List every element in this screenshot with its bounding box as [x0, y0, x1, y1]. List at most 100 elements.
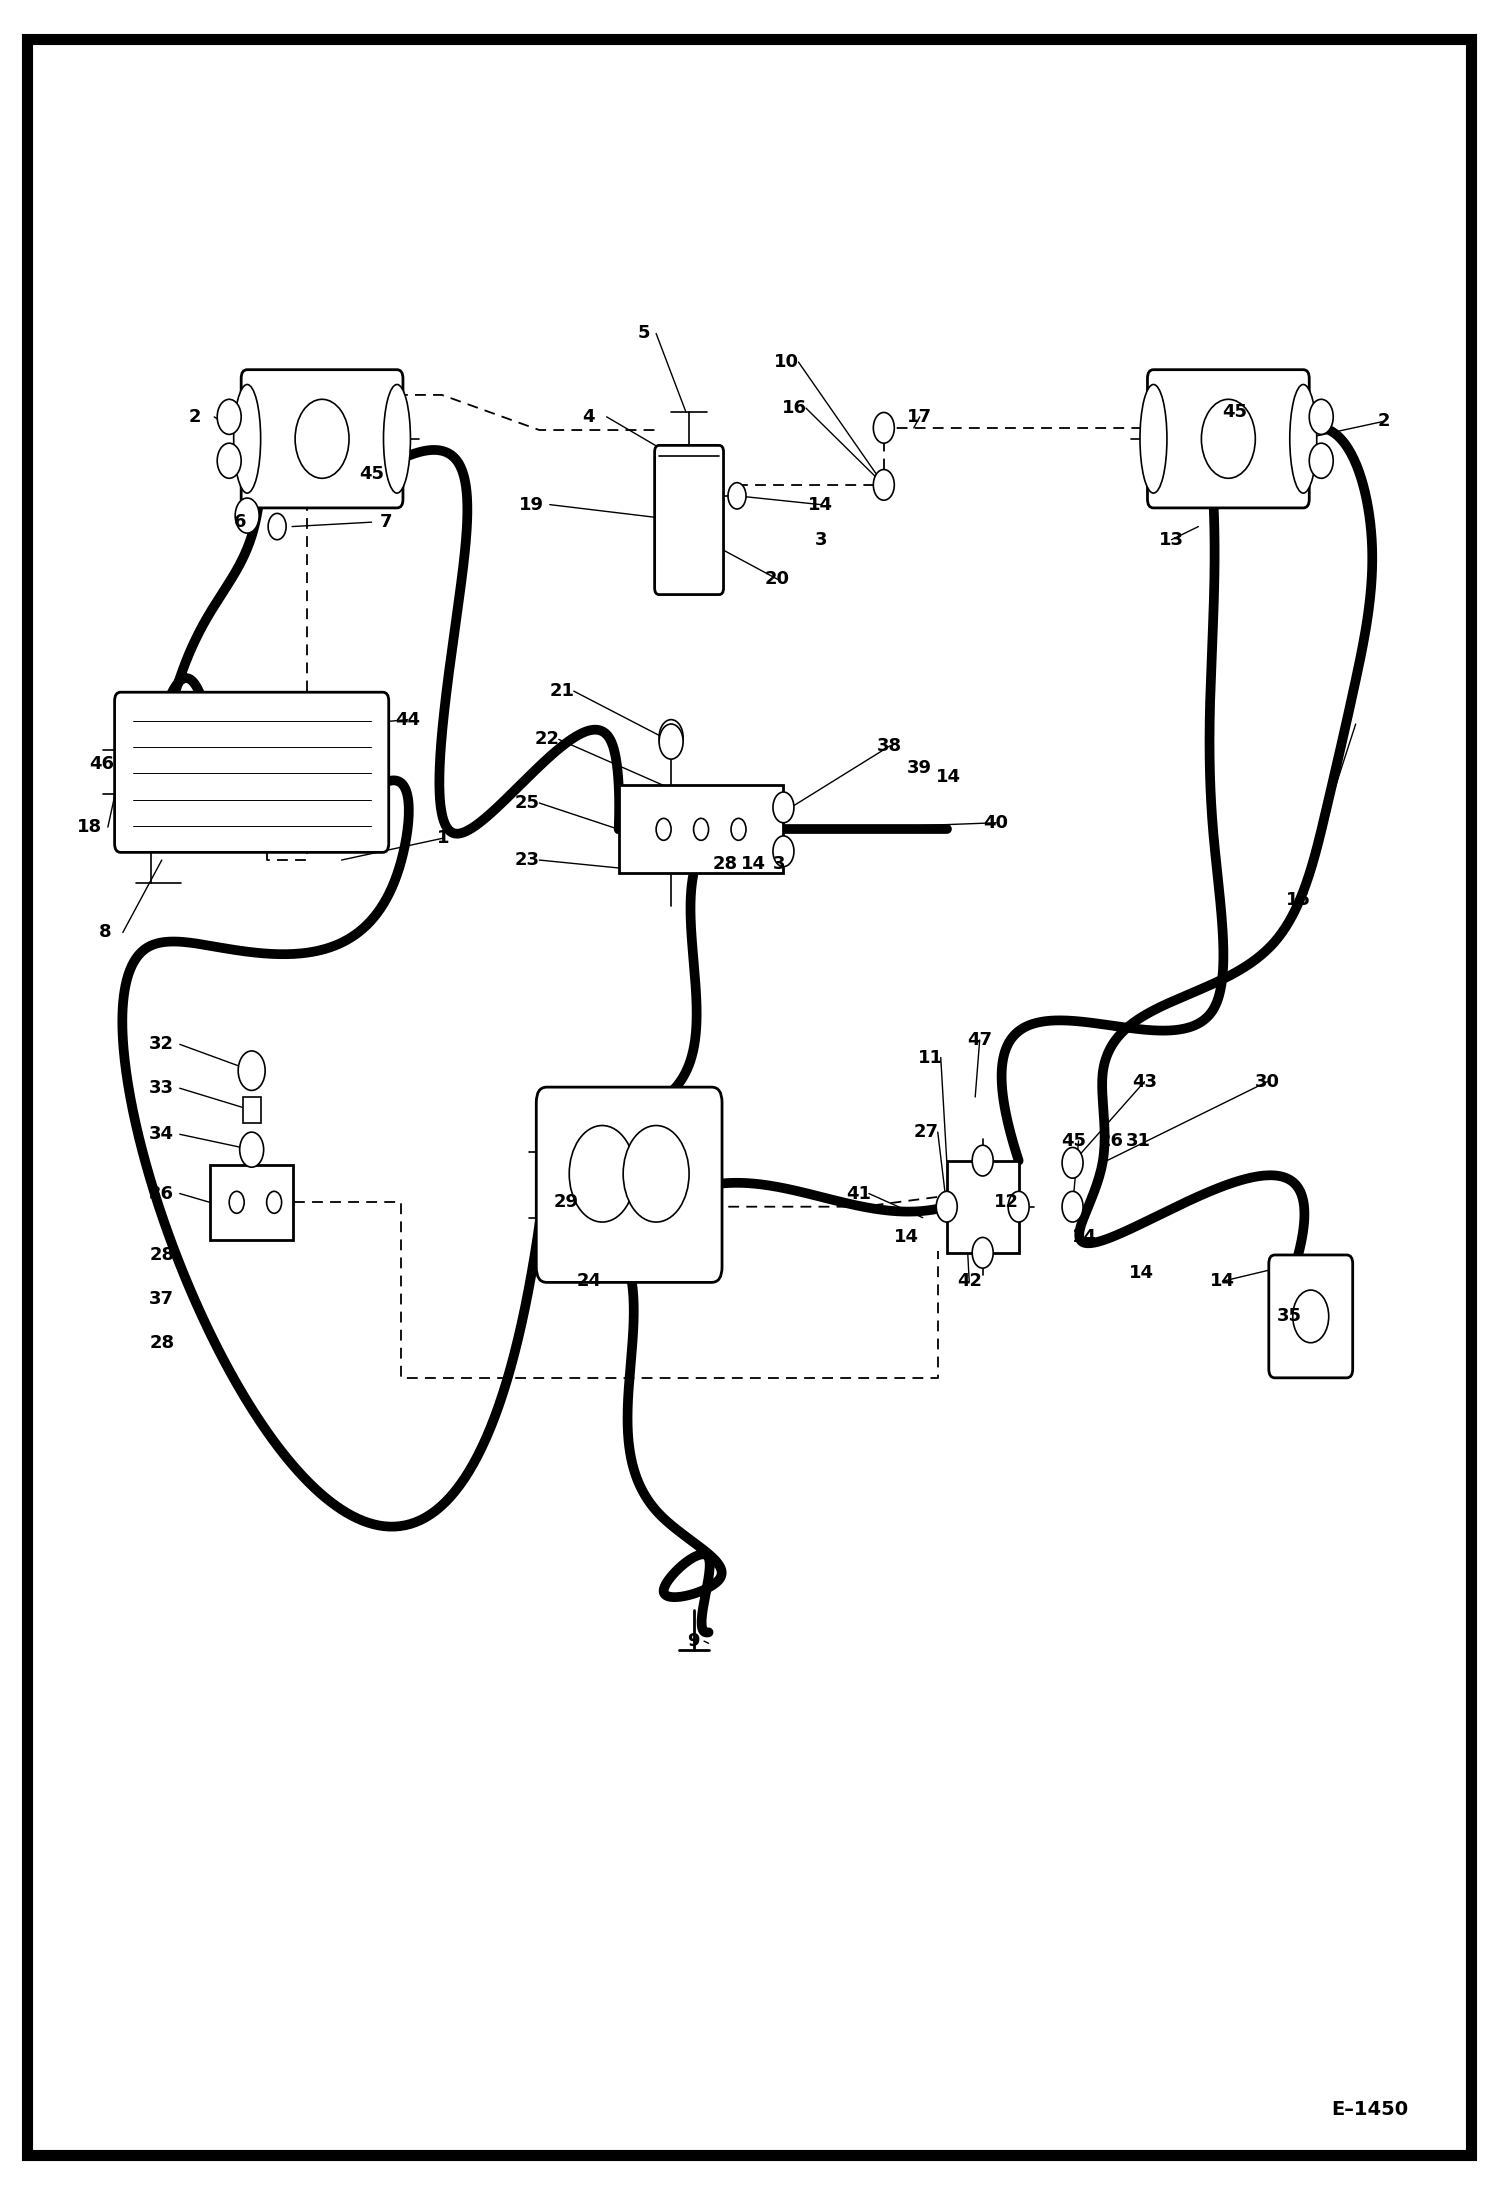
- Circle shape: [229, 1191, 244, 1213]
- FancyBboxPatch shape: [655, 445, 724, 595]
- Circle shape: [623, 1126, 689, 1222]
- Text: 22: 22: [535, 731, 559, 748]
- FancyBboxPatch shape: [1147, 369, 1309, 507]
- Circle shape: [659, 720, 683, 755]
- Text: 1: 1: [437, 829, 449, 847]
- Circle shape: [936, 1191, 957, 1222]
- Circle shape: [238, 1051, 265, 1090]
- Text: 45: 45: [1062, 1132, 1086, 1150]
- Text: 24: 24: [577, 1273, 601, 1290]
- Text: E–1450: E–1450: [1332, 2100, 1408, 2119]
- Text: 28: 28: [150, 1334, 174, 1352]
- Text: 14: 14: [742, 856, 765, 873]
- Circle shape: [728, 483, 746, 509]
- Circle shape: [773, 792, 794, 823]
- Text: 25: 25: [515, 794, 539, 812]
- Text: 14: 14: [1210, 1273, 1234, 1290]
- Text: 3: 3: [773, 856, 785, 873]
- Text: 45: 45: [1222, 404, 1246, 421]
- Circle shape: [731, 818, 746, 840]
- Bar: [947, 1161, 1019, 1253]
- Text: 5: 5: [638, 325, 650, 342]
- Text: 14: 14: [894, 1229, 918, 1246]
- Circle shape: [773, 836, 794, 867]
- Text: 14: 14: [1129, 1264, 1153, 1281]
- Text: 33: 33: [150, 1079, 174, 1097]
- Text: 14: 14: [936, 768, 960, 785]
- Text: 8: 8: [99, 924, 111, 941]
- Circle shape: [1008, 1191, 1029, 1222]
- FancyBboxPatch shape: [241, 369, 403, 507]
- Circle shape: [569, 1126, 635, 1222]
- Circle shape: [1309, 443, 1333, 478]
- Circle shape: [1062, 1147, 1083, 1178]
- Text: 27: 27: [914, 1123, 938, 1141]
- FancyBboxPatch shape: [115, 691, 389, 851]
- Text: 28: 28: [150, 1246, 174, 1264]
- Circle shape: [295, 399, 349, 478]
- Text: 47: 47: [968, 1031, 992, 1049]
- Circle shape: [656, 818, 671, 840]
- Text: 20: 20: [765, 570, 789, 588]
- Text: 39: 39: [908, 759, 932, 777]
- Text: 14: 14: [1073, 1229, 1097, 1246]
- Circle shape: [268, 513, 286, 540]
- Text: 26: 26: [1100, 1132, 1124, 1150]
- Circle shape: [873, 412, 894, 443]
- Text: 34: 34: [150, 1126, 174, 1143]
- Text: 12: 12: [995, 1194, 1019, 1211]
- Text: 43: 43: [1132, 1073, 1156, 1090]
- Ellipse shape: [383, 384, 410, 494]
- Text: 37: 37: [150, 1290, 174, 1308]
- Text: 13: 13: [1159, 531, 1183, 548]
- Text: 3: 3: [815, 531, 827, 548]
- Circle shape: [217, 399, 241, 434]
- Circle shape: [1309, 399, 1333, 434]
- Text: 38: 38: [878, 737, 902, 755]
- Text: 2: 2: [189, 408, 201, 426]
- Text: 41: 41: [846, 1185, 870, 1202]
- Text: 16: 16: [782, 399, 806, 417]
- Circle shape: [267, 1191, 282, 1213]
- Bar: [243, 1097, 261, 1123]
- Text: 2: 2: [1378, 412, 1390, 430]
- Text: 11: 11: [918, 1049, 942, 1066]
- Text: 23: 23: [515, 851, 539, 869]
- Circle shape: [972, 1237, 993, 1268]
- FancyBboxPatch shape: [536, 1086, 722, 1281]
- Text: 45: 45: [360, 465, 383, 483]
- Circle shape: [1062, 1191, 1083, 1222]
- Text: 9: 9: [688, 1632, 700, 1650]
- Circle shape: [1201, 399, 1255, 478]
- Circle shape: [873, 470, 894, 500]
- Text: 46: 46: [90, 755, 114, 772]
- FancyBboxPatch shape: [1269, 1255, 1353, 1378]
- Text: 35: 35: [1278, 1308, 1302, 1325]
- Text: 14: 14: [809, 496, 833, 513]
- Text: 10: 10: [774, 353, 798, 371]
- Circle shape: [972, 1145, 993, 1176]
- Text: 31: 31: [1126, 1132, 1150, 1150]
- Circle shape: [240, 1132, 264, 1167]
- Ellipse shape: [1140, 384, 1167, 494]
- Text: 17: 17: [908, 408, 932, 426]
- Text: 40: 40: [984, 814, 1008, 832]
- Text: 6: 6: [234, 513, 246, 531]
- Ellipse shape: [1290, 384, 1317, 494]
- Circle shape: [659, 724, 683, 759]
- Text: 32: 32: [150, 1036, 174, 1053]
- Text: 42: 42: [957, 1273, 981, 1290]
- Text: 30: 30: [1255, 1073, 1279, 1090]
- Circle shape: [694, 818, 709, 840]
- Circle shape: [1293, 1290, 1329, 1343]
- Circle shape: [217, 443, 241, 478]
- Circle shape: [235, 498, 259, 533]
- Text: 7: 7: [380, 513, 392, 531]
- Text: 21: 21: [550, 682, 574, 700]
- Text: 29: 29: [554, 1194, 578, 1211]
- Bar: [619, 785, 783, 873]
- Text: 36: 36: [150, 1185, 174, 1202]
- Text: 4: 4: [583, 408, 595, 426]
- Text: 19: 19: [520, 496, 544, 513]
- Ellipse shape: [234, 384, 261, 494]
